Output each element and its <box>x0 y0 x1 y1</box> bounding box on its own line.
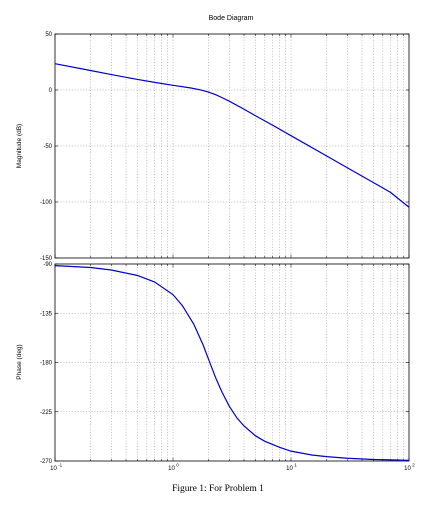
magnitude-y-ticks: 50 0 -50 -100 -150 <box>40 32 409 262</box>
x-tick-label-exponent: 0 <box>176 463 179 468</box>
phase-panel: -90 -135 -180 -225 -270 Phase (deg) <box>16 262 410 465</box>
x-tick-label-exponent: 2 <box>412 463 415 468</box>
magnitude-x-tick-marks <box>54 34 410 258</box>
magnitude-y-tick-label: 0 <box>49 88 53 94</box>
phase-y-tick-label: -270 <box>40 459 53 465</box>
phase-y-tick-label: -90 <box>43 262 52 268</box>
magnitude-grid <box>55 34 409 258</box>
x-tick-label-exponent: 1 <box>294 463 297 468</box>
magnitude-y-tick-label: 50 <box>45 32 52 38</box>
x-tick-label-exponent: -1 <box>58 463 62 468</box>
x-tick-label-base: 10 <box>286 466 293 472</box>
x-tick-label: 100 <box>168 463 179 473</box>
phase-curve <box>54 265 410 461</box>
phase-y-axis-label: Phase (deg) <box>16 344 23 379</box>
chart-title: Bode Diagram <box>209 15 254 22</box>
magnitude-panel: 50 0 -50 -100 -150 Magnitude (dB) <box>16 32 410 262</box>
magnitude-y-tick-label: -50 <box>43 144 52 150</box>
magnitude-y-axis-label: Magnitude (dB) <box>16 124 23 168</box>
phase-x-tick-marks <box>54 264 410 461</box>
x-tick-label-base: 10 <box>404 466 411 472</box>
magnitude-y-tick-label: -150 <box>40 256 53 262</box>
phase-y-tick-label: -225 <box>40 410 53 416</box>
x-tick-label: 102 <box>404 463 415 473</box>
x-tick-label: 10-1 <box>50 463 63 473</box>
figure-caption: Figure 1: For Problem 1 <box>172 484 264 494</box>
phase-y-tick-label: -180 <box>40 361 53 367</box>
magnitude-y-tick-label: -100 <box>40 200 53 206</box>
phase-y-tick-label: -135 <box>40 311 53 317</box>
phase-grid <box>55 264 409 461</box>
x-tick-label-base: 10 <box>50 466 57 472</box>
x-tick-label-base: 10 <box>168 466 175 472</box>
x-tick-label: 101 <box>286 463 297 473</box>
phase-y-ticks: -90 -135 -180 -225 -270 <box>40 262 409 465</box>
magnitude-curve <box>54 63 410 208</box>
